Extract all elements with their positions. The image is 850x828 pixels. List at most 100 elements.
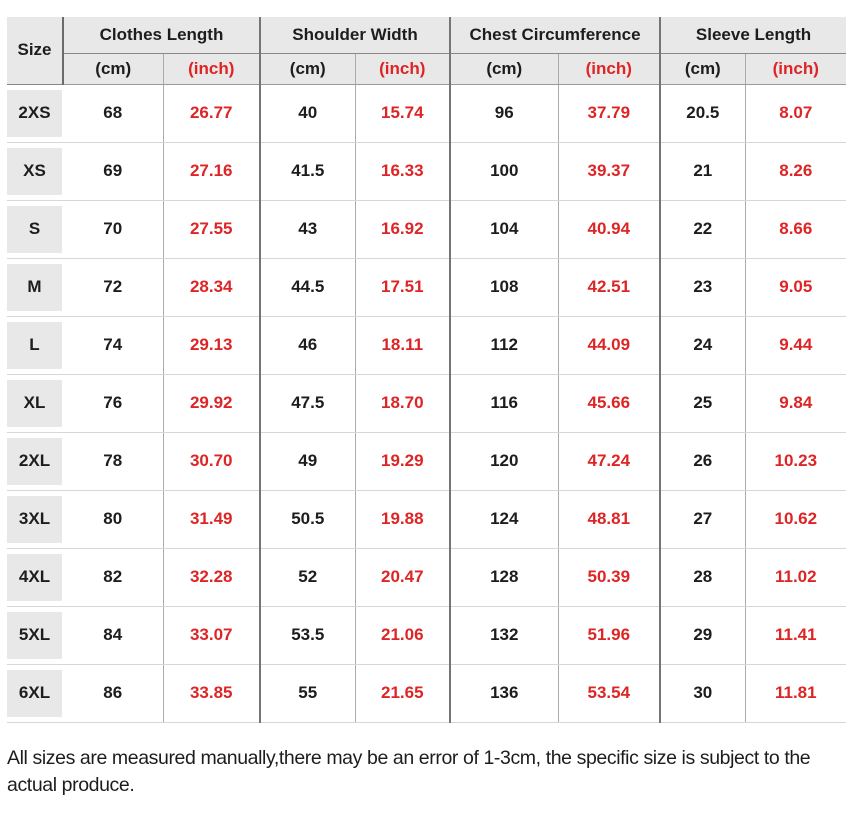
cm-value: 49 bbox=[259, 432, 355, 491]
table-row: M 72 28.34 44.5 17.51 108 42.51 23 9.05 bbox=[7, 258, 847, 317]
cm-value: 69 bbox=[63, 142, 163, 201]
cm-value: 55 bbox=[259, 664, 355, 723]
inch-value: 47.24 bbox=[557, 432, 661, 491]
inch-value: 51.96 bbox=[557, 606, 661, 665]
size-cell: 5XL bbox=[7, 606, 63, 665]
cm-value: 86 bbox=[63, 664, 163, 723]
cm-value: 108 bbox=[449, 258, 559, 317]
chest-circumference-cm-header: (cm) bbox=[449, 53, 559, 85]
size-cell: S bbox=[7, 200, 63, 259]
cm-value: 100 bbox=[449, 142, 559, 201]
table-row: 5XL 84 33.07 53.5 21.06 132 51.96 29 11.41 bbox=[7, 606, 847, 665]
cm-value: 80 bbox=[63, 490, 163, 549]
cm-value: 23 bbox=[659, 258, 746, 317]
group-header-clothes-length: Clothes Length bbox=[63, 17, 260, 54]
cm-value: 120 bbox=[449, 432, 559, 491]
cm-value: 72 bbox=[63, 258, 163, 317]
table-row: 6XL 86 33.85 55 21.65 136 53.54 30 11.81 bbox=[7, 664, 847, 723]
size-cell: 2XS bbox=[7, 84, 63, 143]
size-cell: XL bbox=[7, 374, 63, 433]
cm-value: 52 bbox=[259, 548, 355, 607]
cm-value: 68 bbox=[63, 84, 163, 143]
size-label: L bbox=[7, 321, 62, 369]
inch-value: 37.79 bbox=[557, 84, 661, 143]
table-row: L 74 29.13 46 18.11 112 44.09 24 9.44 bbox=[7, 316, 847, 375]
inch-value: 48.81 bbox=[557, 490, 661, 549]
table-row: 3XL 80 31.49 50.5 19.88 124 48.81 27 10.62 bbox=[7, 490, 847, 549]
cm-value: 84 bbox=[63, 606, 163, 665]
inch-value: 10.23 bbox=[744, 432, 847, 491]
inch-value: 8.26 bbox=[744, 142, 847, 201]
size-label: 4XL bbox=[7, 553, 62, 601]
inch-value: 29.13 bbox=[162, 316, 260, 375]
cm-value: 29 bbox=[659, 606, 746, 665]
inch-value: 9.84 bbox=[744, 374, 847, 433]
size-label: XS bbox=[7, 147, 62, 195]
inch-value: 40.94 bbox=[557, 200, 661, 259]
sleeve-length-inch-header: (inch) bbox=[744, 53, 847, 85]
cm-value: 104 bbox=[449, 200, 559, 259]
cm-value: 30 bbox=[659, 664, 746, 723]
size-cell: XS bbox=[7, 142, 63, 201]
inch-value: 26.77 bbox=[162, 84, 260, 143]
table-row: 2XL 78 30.70 49 19.29 120 47.24 26 10.23 bbox=[7, 432, 847, 491]
inch-value: 32.28 bbox=[162, 548, 260, 607]
inch-value: 15.74 bbox=[354, 84, 451, 143]
group-header-row: Size Clothes Length Shoulder Width Chest… bbox=[7, 17, 847, 85]
cm-value: 124 bbox=[449, 490, 559, 549]
cm-value: 74 bbox=[63, 316, 163, 375]
inch-value: 33.85 bbox=[162, 664, 260, 723]
cm-value: 22 bbox=[659, 200, 746, 259]
cm-value: 47.5 bbox=[259, 374, 355, 433]
size-label: 5XL bbox=[7, 611, 62, 659]
clothes-length-cm-header: (cm) bbox=[63, 53, 163, 85]
inch-value: 45.66 bbox=[557, 374, 661, 433]
inch-value: 28.34 bbox=[162, 258, 260, 317]
inch-value: 11.81 bbox=[744, 664, 847, 723]
inch-value: 11.41 bbox=[744, 606, 847, 665]
cm-value: 25 bbox=[659, 374, 746, 433]
shoulder-width-inch-header: (inch) bbox=[354, 53, 451, 85]
size-cell: 6XL bbox=[7, 664, 63, 723]
inch-value: 16.33 bbox=[354, 142, 451, 201]
inch-value: 53.54 bbox=[557, 664, 661, 723]
inch-value: 17.51 bbox=[354, 258, 451, 317]
inch-value: 33.07 bbox=[162, 606, 260, 665]
inch-value: 9.44 bbox=[744, 316, 847, 375]
table-row: XS 69 27.16 41.5 16.33 100 39.37 21 8.26 bbox=[7, 142, 847, 201]
chest-circumference-inch-header: (inch) bbox=[557, 53, 661, 85]
size-label: 2XS bbox=[7, 89, 62, 137]
cm-value: 40 bbox=[259, 84, 355, 143]
size-chart-page: Size Clothes Length Shoulder Width Chest… bbox=[0, 17, 850, 828]
size-label: M bbox=[7, 263, 62, 311]
cm-value: 112 bbox=[449, 316, 559, 375]
size-label: 6XL bbox=[7, 669, 62, 717]
cm-value: 20.5 bbox=[659, 84, 746, 143]
clothes-length-inch-header: (inch) bbox=[162, 53, 260, 85]
inch-value: 18.11 bbox=[354, 316, 451, 375]
cm-value: 70 bbox=[63, 200, 163, 259]
cm-value: 53.5 bbox=[259, 606, 355, 665]
cm-value: 28 bbox=[659, 548, 746, 607]
cm-value: 50.5 bbox=[259, 490, 355, 549]
cm-value: 82 bbox=[63, 548, 163, 607]
inch-value: 21.65 bbox=[354, 664, 451, 723]
inch-value: 44.09 bbox=[557, 316, 661, 375]
cm-value: 46 bbox=[259, 316, 355, 375]
size-cell: 2XL bbox=[7, 432, 63, 491]
cm-value: 136 bbox=[449, 664, 559, 723]
inch-value: 29.92 bbox=[162, 374, 260, 433]
cm-value: 27 bbox=[659, 490, 746, 549]
shoulder-width-cm-header: (cm) bbox=[259, 53, 355, 85]
cm-value: 43 bbox=[259, 200, 355, 259]
size-column-header: Size bbox=[7, 17, 64, 85]
table-row: S 70 27.55 43 16.92 104 40.94 22 8.66 bbox=[7, 200, 847, 259]
measurement-note: All sizes are measured manually,there ma… bbox=[7, 746, 811, 797]
size-chart-table: Size Clothes Length Shoulder Width Chest… bbox=[7, 17, 847, 723]
size-table-body: 2XS 68 26.77 40 15.74 96 37.79 20.5 8.07 XS 69 27.1… bbox=[7, 84, 847, 723]
size-label: XL bbox=[7, 379, 62, 427]
unit-header-row: (cm) (inch) (cm) (inch) (cm) (inch) (cm)… bbox=[7, 53, 847, 85]
size-label: 2XL bbox=[7, 437, 62, 485]
inch-value: 9.05 bbox=[744, 258, 847, 317]
inch-value: 31.49 bbox=[162, 490, 260, 549]
